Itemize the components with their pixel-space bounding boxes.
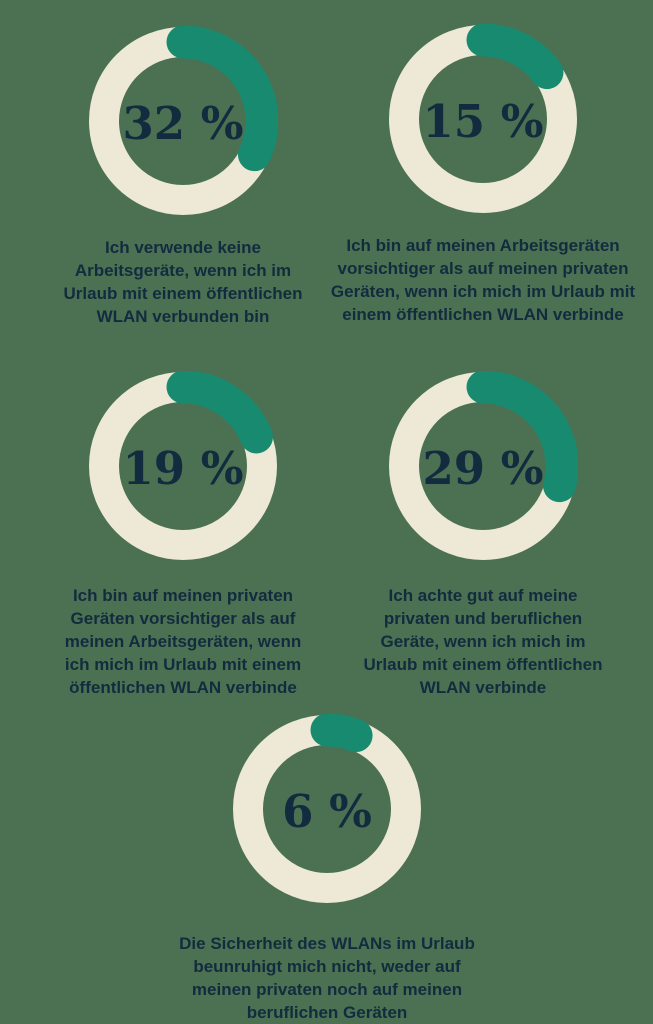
donut-value-arc xyxy=(88,26,278,216)
donut-value-label: 32 % xyxy=(122,96,244,150)
donut-value-arc xyxy=(388,24,578,214)
donut-value-arc xyxy=(388,371,578,561)
donut-figure-5: 6 % Die Sicherheit des WLANs im Urlaub b… xyxy=(157,714,497,1024)
donut-value-label: 6 % xyxy=(282,784,372,838)
donut-ring-4: 29 % xyxy=(388,371,578,561)
donut-caption: Ich achte gut auf meine privaten und ber… xyxy=(363,586,603,697)
donut-caption: Ich bin auf meinen Arbeitsgeräten vorsic… xyxy=(330,236,636,324)
donut-value-label: 15 % xyxy=(422,94,544,148)
donut-ring-2: 15 % xyxy=(388,24,578,214)
donut-ring-3: 19 % xyxy=(88,371,278,561)
donut-caption: Die Sicherheit des WLANs im Urlaub beunr… xyxy=(179,934,475,1022)
donut-value-label: 29 % xyxy=(422,441,544,495)
donut-caption: Ich bin auf meinen privaten Geräten vors… xyxy=(64,586,302,697)
donut-ring-5: 6 % xyxy=(232,714,422,904)
donut-chart-icon xyxy=(388,24,578,214)
donut-chart-icon xyxy=(88,26,278,216)
donut-figure-3: 19 % Ich bin auf meinen privaten Geräten… xyxy=(33,371,333,699)
donut-value-arc xyxy=(88,371,278,561)
donut-figure-2: 15 % Ich bin auf meinen Arbeitsgeräten v… xyxy=(313,24,653,326)
donut-value-label: 19 % xyxy=(122,441,244,495)
donut-ring-1: 32 % xyxy=(88,26,278,216)
donut-chart-icon xyxy=(388,371,578,561)
donut-chart-icon xyxy=(88,371,278,561)
donut-chart-icon xyxy=(232,714,422,904)
donut-figure-1: 32 % Ich verwende keine Arbeitsgeräte, w… xyxy=(33,26,333,328)
donut-figure-4: 29 % Ich achte gut auf meine privaten un… xyxy=(313,371,653,699)
donut-caption: Ich verwende keine Arbeitsgeräte, wenn i… xyxy=(63,238,303,326)
donut-value-arc xyxy=(232,714,422,904)
